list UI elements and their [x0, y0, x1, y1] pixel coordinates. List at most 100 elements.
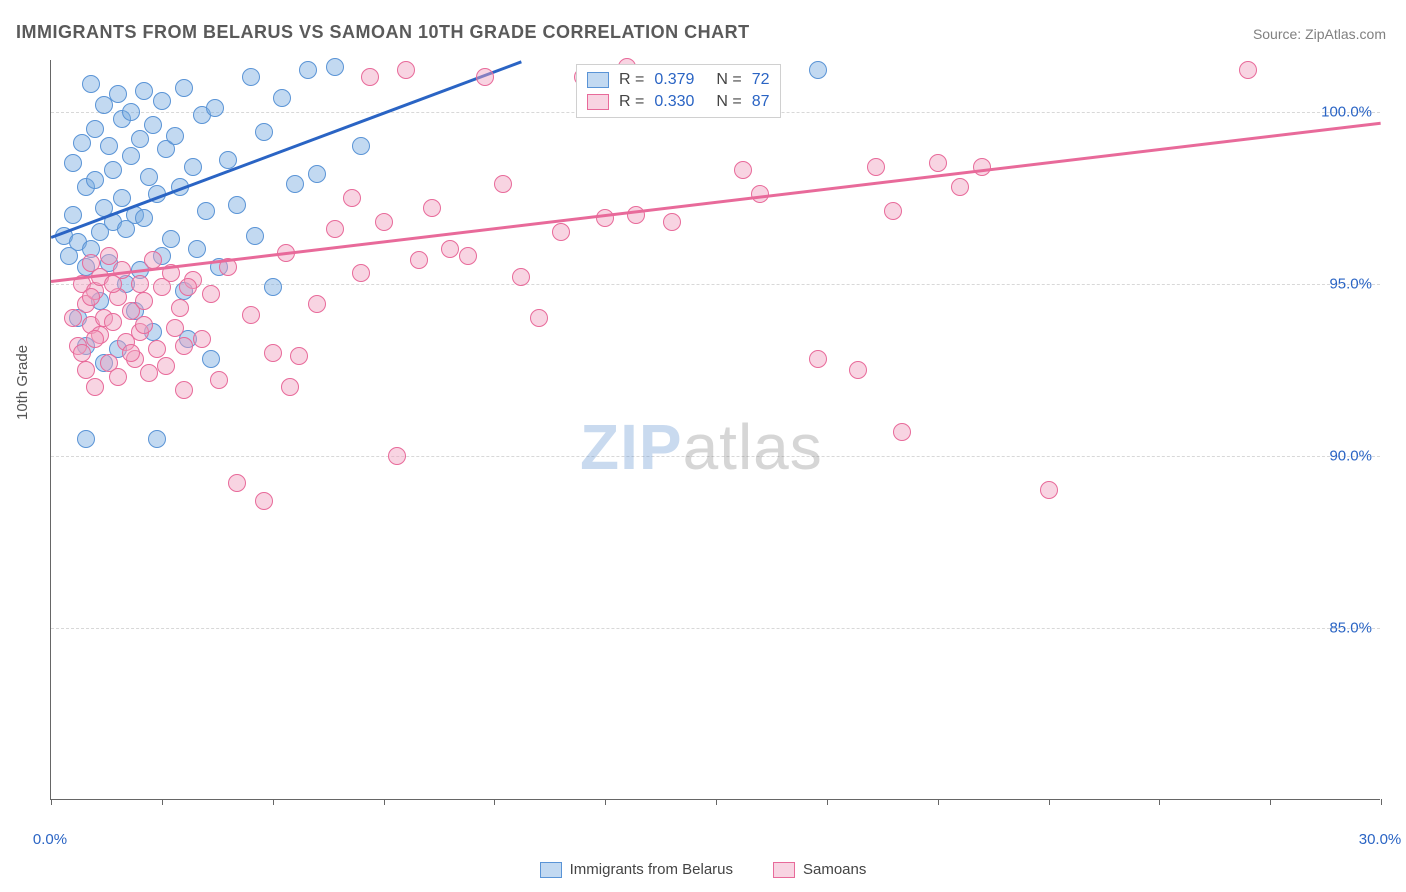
data-point: [122, 103, 140, 121]
legend-row-belarus: R = 0.379 N = 72: [587, 69, 770, 91]
data-point: [73, 134, 91, 152]
data-point: [281, 378, 299, 396]
ytick-label: 95.0%: [1329, 275, 1372, 292]
xtick-label: 0.0%: [33, 831, 67, 848]
data-point: [135, 316, 153, 334]
swatch-belarus-icon: [587, 72, 609, 88]
legend-label: Samoans: [803, 861, 866, 878]
data-point: [135, 209, 153, 227]
data-point: [104, 161, 122, 179]
swatch-samoans-icon: [587, 94, 609, 110]
data-point: [290, 347, 308, 365]
data-point: [228, 474, 246, 492]
legend-label: Immigrants from Belarus: [570, 861, 733, 878]
data-point: [352, 264, 370, 282]
data-point: [299, 61, 317, 79]
data-point: [202, 285, 220, 303]
data-point: [530, 309, 548, 327]
data-point: [809, 350, 827, 368]
data-point: [884, 202, 902, 220]
legend-r-label: R =: [619, 93, 644, 111]
y-axis-label: 10th Grade: [14, 345, 31, 420]
data-point: [131, 130, 149, 148]
data-point: [326, 220, 344, 238]
data-point: [77, 430, 95, 448]
legend-n-value: 72: [752, 71, 770, 89]
data-point: [109, 85, 127, 103]
data-point: [286, 175, 304, 193]
data-point: [973, 158, 991, 176]
data-point: [951, 178, 969, 196]
data-point: [64, 309, 82, 327]
data-point: [135, 82, 153, 100]
data-point: [552, 223, 570, 241]
data-point: [255, 492, 273, 510]
data-point: [86, 378, 104, 396]
series-legend: Immigrants from Belarus Samoans: [0, 861, 1406, 878]
data-point: [273, 89, 291, 107]
data-point: [1239, 61, 1257, 79]
data-point: [100, 137, 118, 155]
correlation-legend: R = 0.379 N = 72 R = 0.330 N = 87: [576, 64, 781, 118]
data-point: [175, 337, 193, 355]
data-point: [375, 213, 393, 231]
data-point: [175, 381, 193, 399]
xtick: [1049, 799, 1050, 805]
data-point: [166, 127, 184, 145]
data-point: [494, 175, 512, 193]
data-point: [86, 171, 104, 189]
data-point: [140, 364, 158, 382]
data-point: [343, 189, 361, 207]
data-point: [82, 75, 100, 93]
data-point: [113, 189, 131, 207]
xtick: [273, 799, 274, 805]
data-point: [86, 120, 104, 138]
data-point: [122, 344, 140, 362]
data-point: [476, 68, 494, 86]
xtick-label: 30.0%: [1359, 831, 1402, 848]
data-point: [459, 247, 477, 265]
data-point: [264, 344, 282, 362]
data-point: [73, 344, 91, 362]
chart-title: IMMIGRANTS FROM BELARUS VS SAMOAN 10TH G…: [16, 22, 750, 43]
data-point: [326, 58, 344, 76]
data-point: [388, 447, 406, 465]
data-point: [210, 371, 228, 389]
data-point: [148, 430, 166, 448]
data-point: [255, 123, 273, 141]
data-point: [179, 278, 197, 296]
data-point: [242, 68, 260, 86]
data-point: [423, 199, 441, 217]
gridline: [51, 628, 1380, 629]
data-point: [144, 116, 162, 134]
data-point: [242, 306, 260, 324]
data-point: [246, 227, 264, 245]
xtick: [494, 799, 495, 805]
data-point: [397, 61, 415, 79]
data-point: [1040, 481, 1058, 499]
xtick: [162, 799, 163, 805]
data-point: [197, 202, 215, 220]
legend-r-label: R =: [619, 71, 644, 89]
data-point: [82, 288, 100, 306]
data-point: [308, 165, 326, 183]
legend-r-value: 0.330: [654, 93, 694, 111]
data-point: [157, 357, 175, 375]
data-point: [64, 206, 82, 224]
legend-row-samoans: R = 0.330 N = 87: [587, 91, 770, 113]
data-point: [171, 299, 189, 317]
legend-r-value: 0.379: [654, 71, 694, 89]
data-point: [663, 213, 681, 231]
data-point: [441, 240, 459, 258]
ytick-label: 85.0%: [1329, 619, 1372, 636]
xtick: [1159, 799, 1160, 805]
data-point: [867, 158, 885, 176]
legend-n-label: N =: [716, 71, 741, 89]
data-point: [361, 68, 379, 86]
data-point: [104, 313, 122, 331]
data-point: [135, 292, 153, 310]
data-point: [206, 99, 224, 117]
data-point: [77, 361, 95, 379]
data-point: [512, 268, 530, 286]
xtick: [938, 799, 939, 805]
